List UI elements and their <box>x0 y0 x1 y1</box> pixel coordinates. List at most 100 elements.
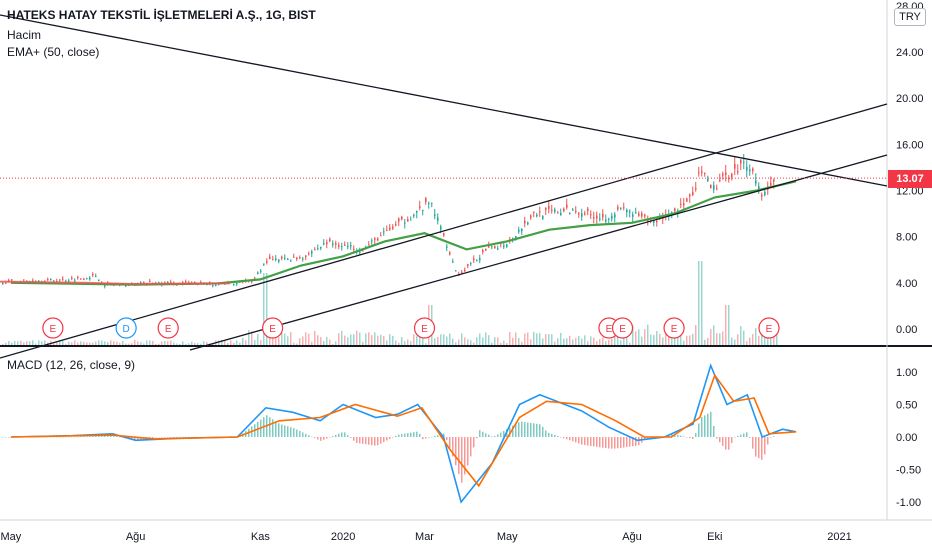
histogram-bar <box>593 437 595 447</box>
volume-bar <box>563 338 565 345</box>
histogram-bar <box>407 433 409 437</box>
symbol-title[interactable]: HATEKS HATAY TEKSTİL İŞLETMELERİ A.Ş., 1… <box>7 8 316 22</box>
volume-bar <box>740 326 742 345</box>
candle-body <box>374 237 376 240</box>
volume-bar <box>413 334 415 345</box>
volume-bar <box>536 333 538 345</box>
volume-bar <box>665 331 667 345</box>
histogram-bar <box>371 437 373 446</box>
candle-body <box>335 243 337 245</box>
candle-body <box>689 194 691 197</box>
candle-body <box>26 280 28 282</box>
candle-body <box>329 239 331 242</box>
volume-bar <box>728 305 730 345</box>
volume-bar <box>695 325 697 345</box>
volume-bar <box>263 273 265 345</box>
candle-body <box>695 187 697 190</box>
histogram-bar <box>437 435 439 437</box>
volume-bar <box>596 341 598 345</box>
volume-bar <box>437 336 439 345</box>
volume-bar <box>752 334 754 345</box>
event-marker-label: D <box>123 324 130 335</box>
candle-body <box>461 271 463 273</box>
histogram-bar <box>92 436 94 437</box>
macd-legend[interactable]: MACD (12, 26, close, 9) <box>7 358 136 372</box>
volume-bar <box>455 342 457 345</box>
volume-bar <box>386 340 388 345</box>
volume-bar <box>668 334 670 345</box>
candle-body <box>497 248 499 250</box>
histogram-bar <box>317 437 319 440</box>
price-tick-label: 12.00 <box>896 186 924 198</box>
candle-body <box>170 281 172 283</box>
volume-bar <box>392 335 394 345</box>
volume-bar <box>350 334 352 345</box>
candle-body <box>260 270 262 272</box>
histogram-bar <box>59 436 61 438</box>
histogram-bar <box>68 436 70 438</box>
candle-body <box>476 259 478 261</box>
candle-body <box>395 224 397 226</box>
candle-body <box>752 168 754 172</box>
candle-body <box>764 191 766 196</box>
volume-bar <box>560 332 562 345</box>
histogram-bar <box>512 425 514 437</box>
volume-bar <box>320 337 322 345</box>
currency-badge[interactable]: TRY <box>894 8 926 26</box>
histogram-bar <box>137 437 139 441</box>
candle-body <box>557 212 559 214</box>
volume-bar <box>662 337 664 345</box>
volume-bar <box>152 340 154 345</box>
histogram-bar <box>353 437 355 441</box>
volume-bar <box>98 340 100 345</box>
volume-bar <box>743 330 745 345</box>
histogram-bar <box>500 432 502 437</box>
volume-bar <box>134 340 136 345</box>
volume-bar <box>587 341 589 345</box>
volume-bar <box>719 333 721 345</box>
candle-body <box>581 213 583 217</box>
candle-body <box>731 173 733 178</box>
volume-bar <box>248 330 250 345</box>
candle-body <box>86 278 88 280</box>
candle-body <box>422 210 424 212</box>
volume-bar <box>257 334 259 345</box>
volume-bar <box>620 340 622 345</box>
candle-body <box>266 261 268 263</box>
histogram-bar <box>56 436 58 438</box>
volume-bar <box>605 341 607 345</box>
event-marker-label: E <box>269 324 276 335</box>
candle-body <box>104 285 106 287</box>
candle-body <box>503 245 505 248</box>
histogram-bar <box>548 432 550 437</box>
volume-bar <box>689 335 691 345</box>
volume-bar <box>701 261 703 345</box>
volume-bar <box>200 343 202 345</box>
volume-bar <box>68 341 70 345</box>
volume-bar <box>470 340 472 345</box>
volume-legend[interactable]: Hacim <box>7 28 42 42</box>
candle-body <box>389 227 391 230</box>
candle-body <box>491 246 493 248</box>
histogram-bar <box>272 419 274 437</box>
ema-legend[interactable]: EMA+ (50, close) <box>7 45 100 59</box>
histogram-bar <box>404 433 406 437</box>
macd-tick-label: -0.50 <box>896 465 921 477</box>
candle-body <box>596 215 598 219</box>
candle-body <box>680 203 682 205</box>
macd-tick-label: 0.50 <box>896 400 917 412</box>
volume-bar <box>71 342 73 345</box>
volume-bar <box>38 340 40 345</box>
candle-body <box>323 243 325 245</box>
volume-bar <box>305 332 307 345</box>
candle-body <box>305 255 307 257</box>
candle-body <box>275 258 277 261</box>
candle-body <box>149 280 151 283</box>
candle-body <box>683 203 685 206</box>
histogram-bar <box>443 433 445 437</box>
candle-body <box>254 277 256 279</box>
volume-bar <box>8 341 10 345</box>
histogram-bar <box>689 437 691 439</box>
